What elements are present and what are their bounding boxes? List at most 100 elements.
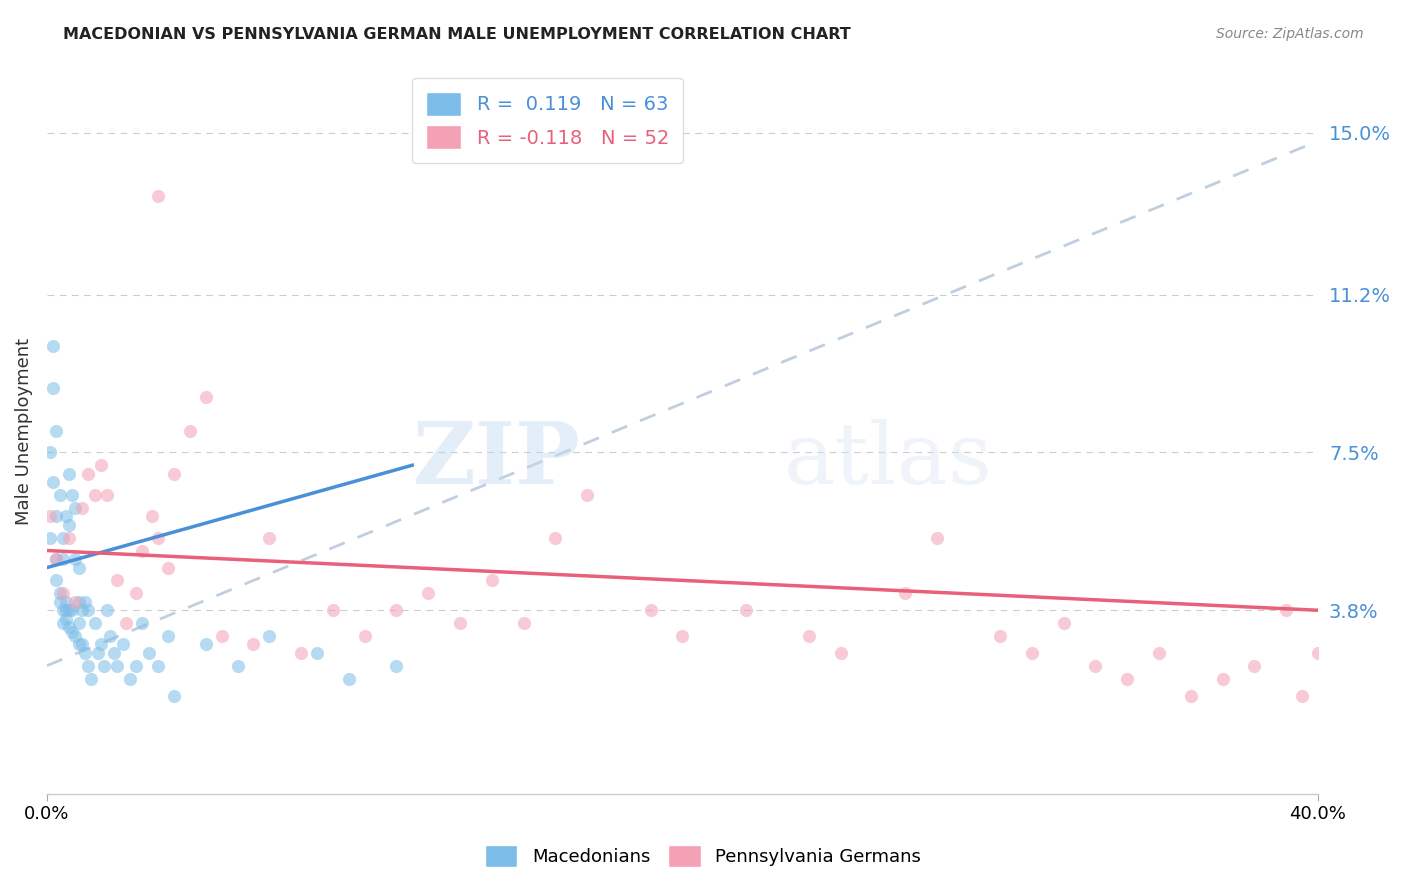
Point (58, 467, 80, 481)
Point (156, 560, 179, 574)
Point (925, 531, 948, 545)
Point (1116, 672, 1139, 686)
Point (385, 603, 408, 617)
Point (80, 672, 103, 686)
Point (163, 467, 186, 481)
Point (179, 424, 201, 438)
Point (100, 629, 122, 643)
Point (242, 637, 264, 651)
Point (353, 629, 375, 643)
Point (105, 658, 128, 673)
Point (305, 646, 328, 660)
Point (52, 615, 75, 630)
Point (138, 646, 160, 660)
Point (42, 381, 65, 395)
Point (1291, 689, 1313, 703)
Point (58, 603, 80, 617)
Point (83, 488, 105, 502)
Point (194, 637, 217, 651)
Legend: R =  0.119   N = 63, R = -0.118   N = 52: R = 0.119 N = 63, R = -0.118 N = 52 (412, 78, 683, 162)
Point (42, 475, 65, 490)
Point (512, 615, 534, 630)
Point (141, 509, 163, 524)
Point (52, 531, 75, 545)
Point (1212, 672, 1234, 686)
Point (48, 488, 70, 502)
Point (70, 637, 93, 651)
Point (55, 509, 77, 524)
Point (131, 543, 153, 558)
Point (60, 603, 83, 617)
Point (70, 603, 93, 617)
Point (1180, 689, 1202, 703)
Point (77, 603, 100, 617)
Point (576, 488, 599, 502)
Point (60, 488, 83, 502)
Point (146, 531, 169, 545)
Point (83, 615, 105, 630)
Point (67, 637, 90, 651)
Point (55, 595, 77, 609)
Point (1243, 658, 1265, 673)
Point (45, 424, 67, 438)
Point (544, 531, 567, 545)
Point (55, 603, 77, 617)
Point (67, 560, 90, 574)
Point (45, 509, 67, 524)
Point (146, 658, 169, 673)
Point (259, 531, 281, 545)
Point (96, 603, 118, 617)
Point (385, 658, 408, 673)
Point (418, 586, 440, 600)
Point (77, 467, 100, 481)
Point (65, 595, 87, 609)
Point (45, 574, 67, 588)
Point (115, 615, 138, 630)
Point (45, 552, 67, 566)
Point (735, 603, 758, 617)
Point (48, 586, 70, 600)
Point (42, 339, 65, 353)
Point (259, 629, 281, 643)
Point (93, 658, 115, 673)
Point (67, 615, 90, 630)
Point (131, 615, 153, 630)
Point (125, 586, 148, 600)
Point (90, 458, 112, 473)
Point (48, 595, 70, 609)
Point (52, 552, 75, 566)
Point (671, 629, 693, 643)
Point (290, 646, 312, 660)
Point (830, 646, 852, 660)
Y-axis label: Male Unemployment: Male Unemployment (15, 337, 32, 524)
Point (73, 646, 96, 660)
Point (1021, 646, 1043, 660)
Point (52, 586, 75, 600)
Point (39, 531, 62, 545)
Point (45, 552, 67, 566)
Point (70, 500, 93, 515)
Point (39, 445, 62, 459)
Point (118, 672, 141, 686)
Point (1053, 615, 1076, 630)
Text: Source: ZipAtlas.com: Source: ZipAtlas.com (1216, 27, 1364, 41)
Point (211, 629, 233, 643)
Point (39, 509, 62, 524)
Point (65, 552, 87, 566)
Point (52, 603, 75, 617)
Point (337, 672, 360, 686)
Point (1084, 658, 1107, 673)
Text: MACEDONIAN VS PENNSYLVANIA GERMAN MALE UNEMPLOYMENT CORRELATION CHART: MACEDONIAN VS PENNSYLVANIA GERMAN MALE U… (63, 27, 851, 42)
Point (112, 637, 135, 651)
Point (146, 189, 169, 203)
Point (87, 646, 110, 660)
Point (58, 620, 80, 634)
Point (194, 390, 217, 404)
Point (1275, 603, 1298, 617)
Text: atlas: atlas (785, 418, 993, 501)
Point (65, 629, 87, 643)
Point (449, 615, 471, 630)
Point (156, 629, 179, 643)
Point (322, 603, 344, 617)
Legend: Macedonians, Pennsylvania Germans: Macedonians, Pennsylvania Germans (478, 838, 928, 874)
